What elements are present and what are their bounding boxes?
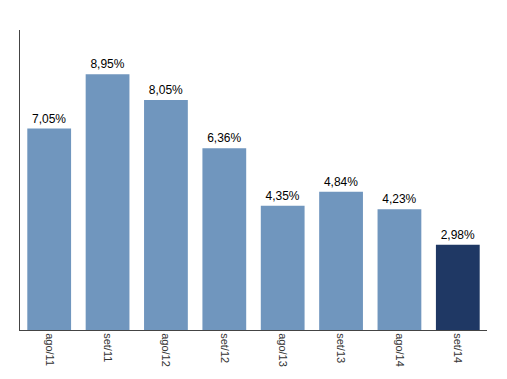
svg-text:4,84%: 4,84% [324, 175, 358, 189]
svg-text:ago/11: ago/11 [44, 333, 56, 366]
svg-text:4,35%: 4,35% [266, 189, 300, 203]
svg-text:ago/12: ago/12 [160, 333, 172, 367]
svg-text:ago/13: ago/13 [277, 333, 289, 367]
svg-text:set/11: set/11 [102, 333, 114, 362]
svg-text:set/14: set/14 [452, 333, 464, 363]
svg-text:2,98%: 2,98% [441, 228, 475, 242]
svg-text:7,05%: 7,05% [32, 112, 66, 126]
svg-text:ago/14: ago/14 [394, 333, 406, 367]
svg-text:set/13: set/13 [335, 333, 347, 363]
svg-text:8,95%: 8,95% [90, 57, 124, 71]
svg-text:6,36%: 6,36% [207, 131, 241, 145]
svg-text:set/12: set/12 [219, 333, 231, 363]
svg-text:8,05%: 8,05% [149, 83, 183, 97]
svg-text:4,23%: 4,23% [382, 192, 416, 206]
